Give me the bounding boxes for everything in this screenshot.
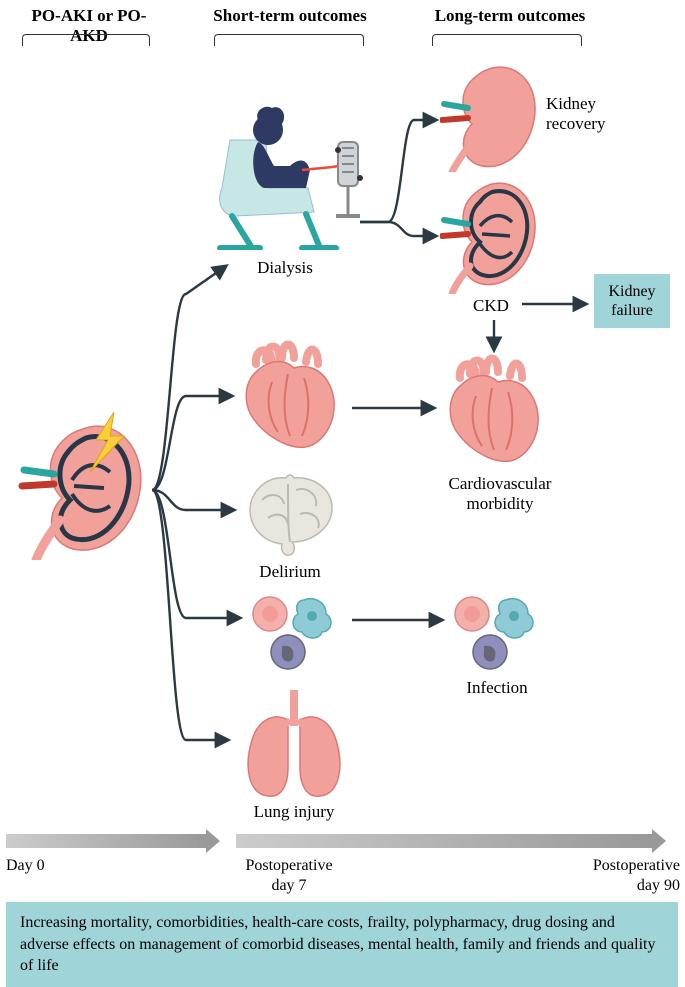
timeline-day90: Postoperativeday 90 (556, 856, 680, 896)
arrows-layer (0, 0, 685, 968)
timeline-day0: Day 0 (6, 856, 76, 876)
timeline-day7: Postoperativeday 7 (224, 856, 354, 896)
timeline-arrow-1 (6, 834, 206, 848)
footer-text: Increasing mortality, comorbidities, hea… (6, 902, 678, 987)
timeline-arrow-2 (236, 834, 652, 848)
